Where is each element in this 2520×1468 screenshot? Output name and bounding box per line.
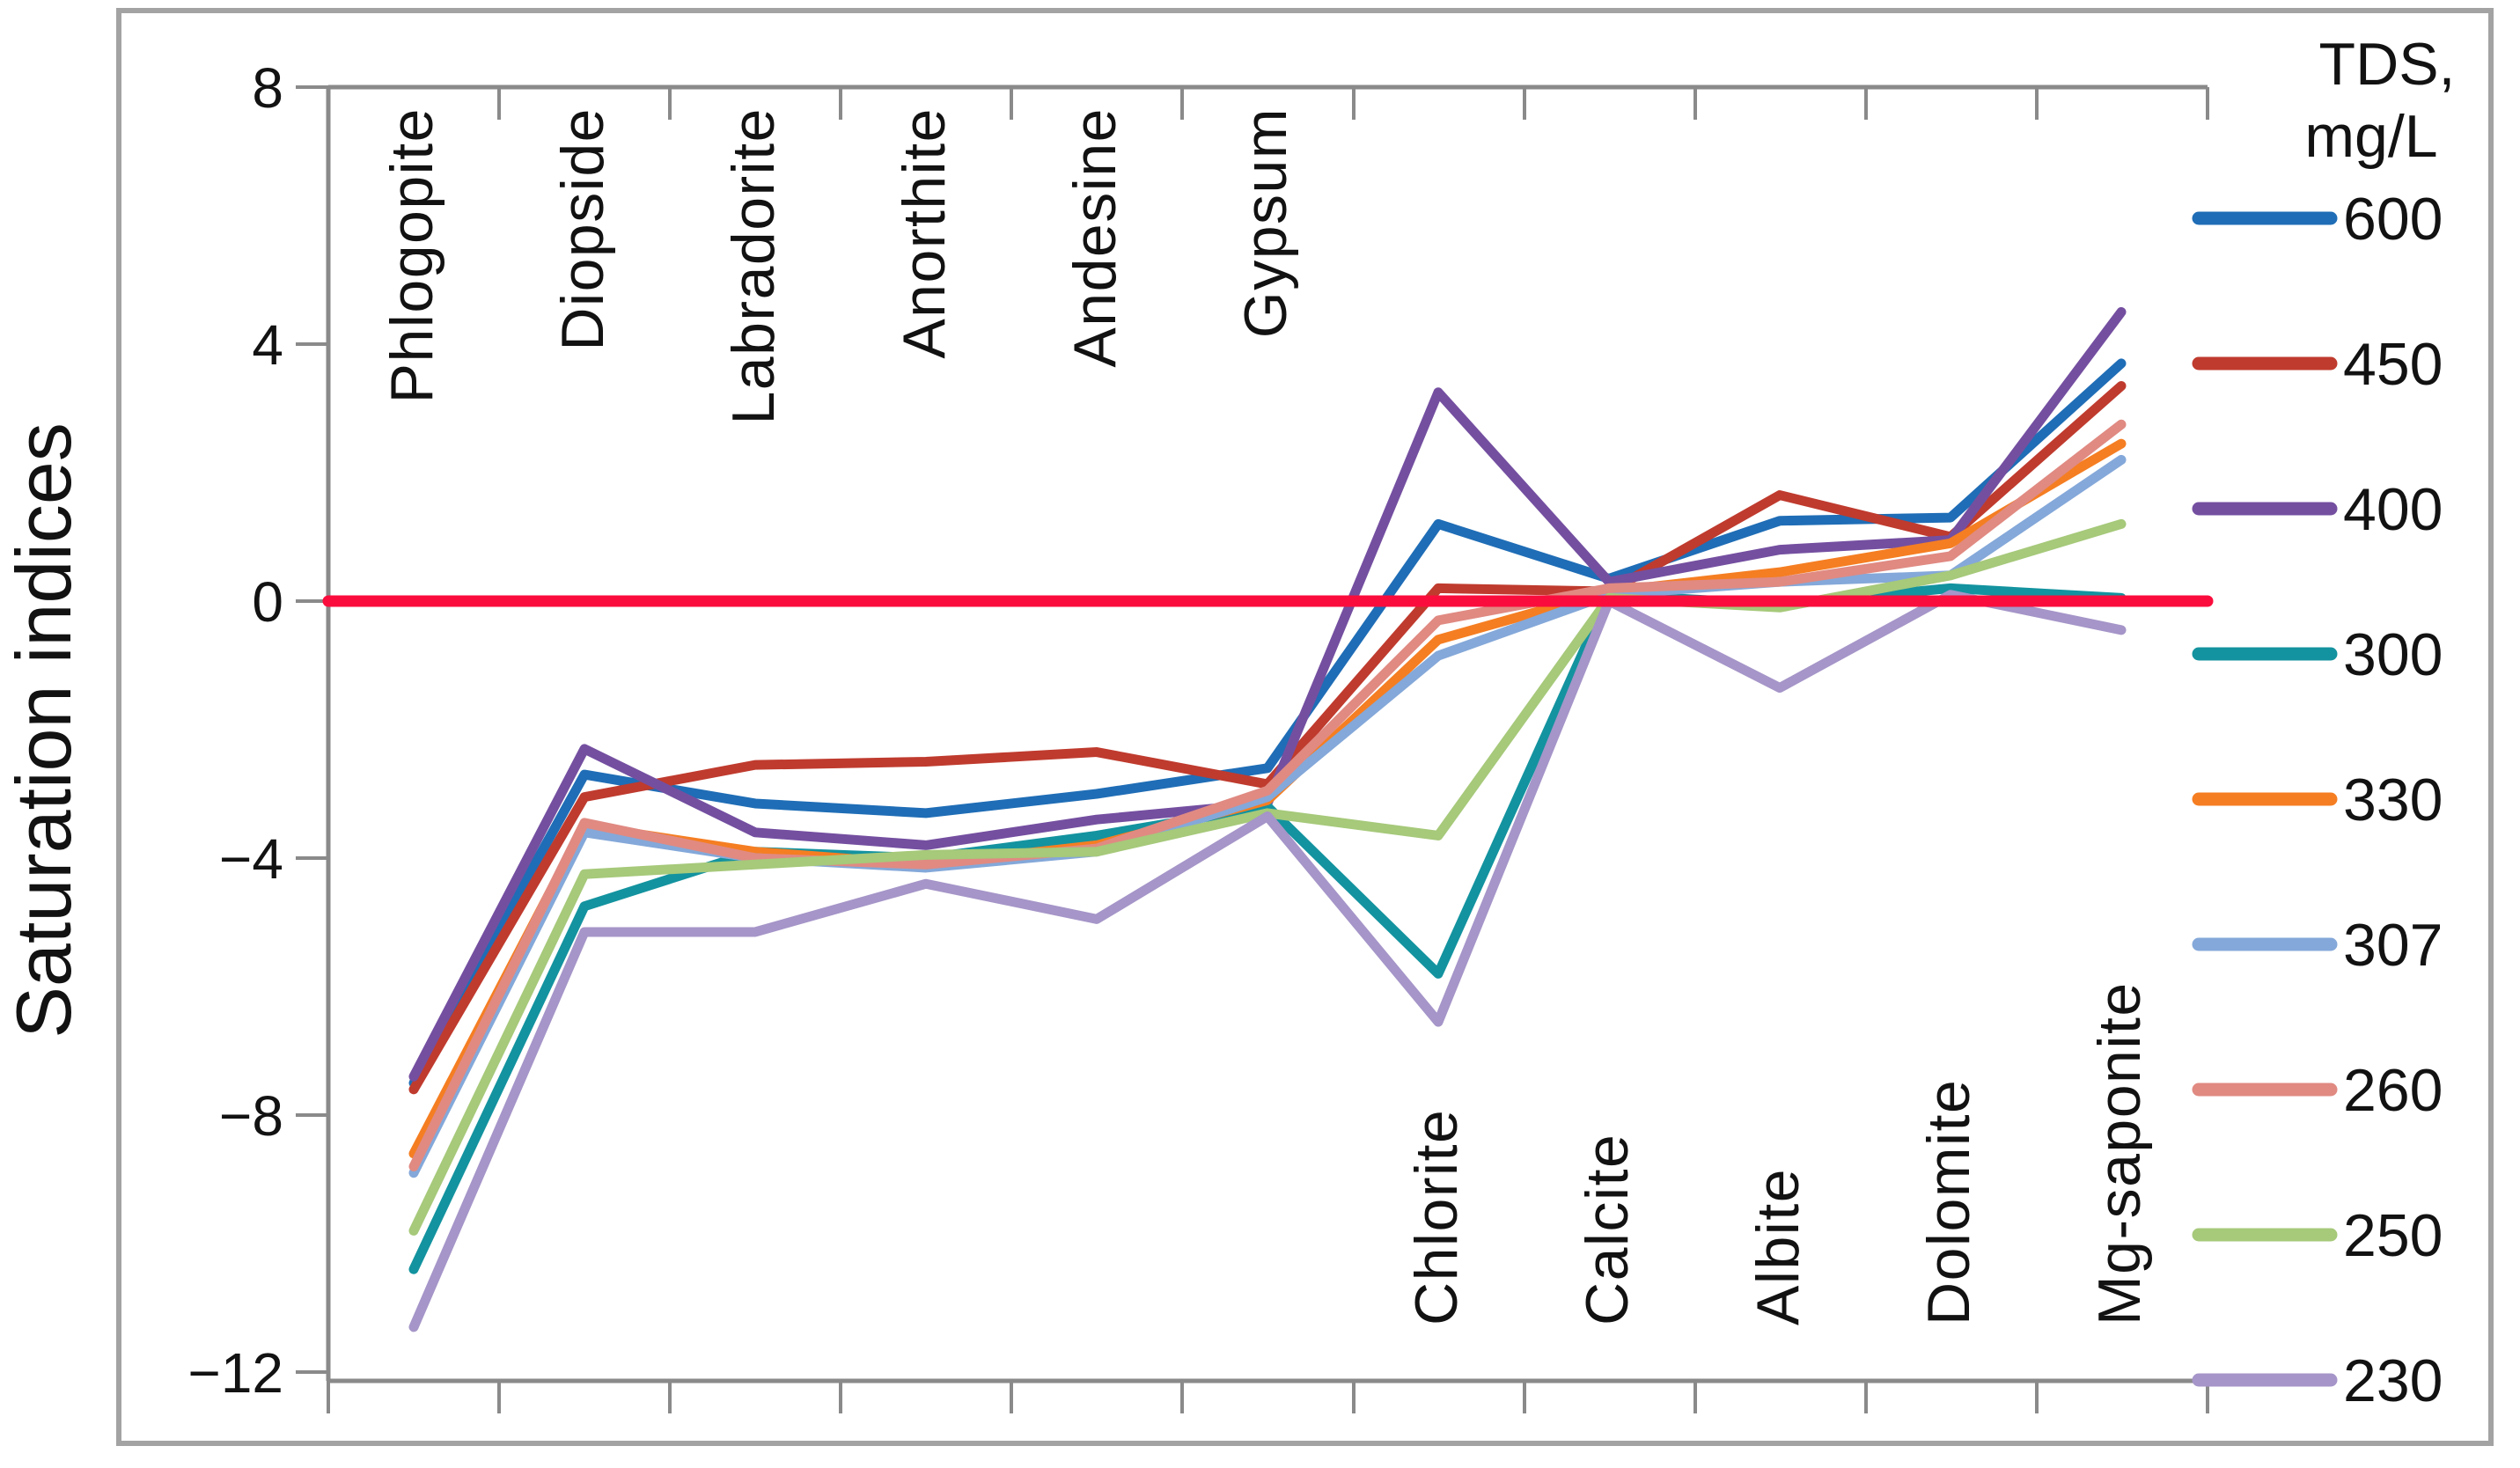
category-label-andesine: Andesine [1062,107,1128,368]
legend-entry-307: 307 [2192,912,2443,979]
legend-label-307: 307 [2343,912,2443,979]
category-label-diopside: Diopside [549,107,616,351]
y-tick-label: −4 [219,827,283,891]
series-group [408,307,2127,1332]
legend-title-line2: mg/L [2304,103,2437,170]
category-label-gypsum: Gypsum [1232,107,1299,338]
series-line-600 [408,358,2127,1088]
category-labels: Phlogopite Diopside Labradorite Anorthite An… [378,107,2153,1325]
y-tick-label: 0 [252,570,283,634]
figure-border [116,8,2494,1446]
legend-entry-300: 300 [2192,621,2443,688]
category-label-calcite: Calcite [1574,1134,1641,1325]
legend-label-450: 450 [2343,331,2443,398]
category-label-albite: Albite [1745,1168,1811,1325]
legend-entry-400: 400 [2192,476,2443,543]
generated-chart-content: 8 4 0 −4 −8 −12 Phlogopite Diopside Labradorite A… [116,8,2494,1446]
legend-entry-600: 600 [2192,186,2443,253]
legend-label-250: 250 [2343,1202,2443,1269]
legend-entry-230: 230 [2192,1347,2443,1414]
series-line-400 [408,307,2127,1082]
y-tick-label: −12 [187,1341,283,1405]
legend-label-600: 600 [2343,186,2443,253]
category-label-phlogopite: Phlogopite [378,107,445,403]
legend-entry-260: 260 [2192,1057,2443,1124]
category-label-labradorite: Labradorite [720,107,787,425]
y-axis-title: Saturation indices [0,422,87,1039]
category-label-mg-saponite: Mg-saponite [2086,981,2153,1325]
legend-label-230: 230 [2343,1347,2443,1414]
category-label-dolomite: Dolomite [1915,1079,1982,1325]
legend-entry-330: 330 [2192,767,2443,833]
category-label-chlorite: Chlorite [1403,1109,1470,1325]
axes: 8 4 0 −4 −8 −12 [187,56,2209,1413]
legend-label-400: 400 [2343,476,2443,543]
legend-label-330: 330 [2343,767,2443,833]
series-line-450 [408,380,2127,1095]
series-line-230 [408,590,2127,1332]
y-tick-label: 8 [252,56,283,120]
legend-label-300: 300 [2343,621,2443,688]
legend-entry-250: 250 [2192,1202,2443,1269]
legend-entry-450: 450 [2192,331,2443,398]
category-label-anorthite: Anorthite [891,107,958,359]
y-tick-label: 4 [252,313,283,377]
series-line-260 [408,419,2127,1171]
y-tick-label: −8 [219,1084,283,1148]
legend-label-260: 260 [2343,1057,2443,1124]
legend-title-line1: TDS, [2319,31,2456,98]
legend: 600 450 400 300 330 307 260 250 230 [2192,186,2443,1414]
